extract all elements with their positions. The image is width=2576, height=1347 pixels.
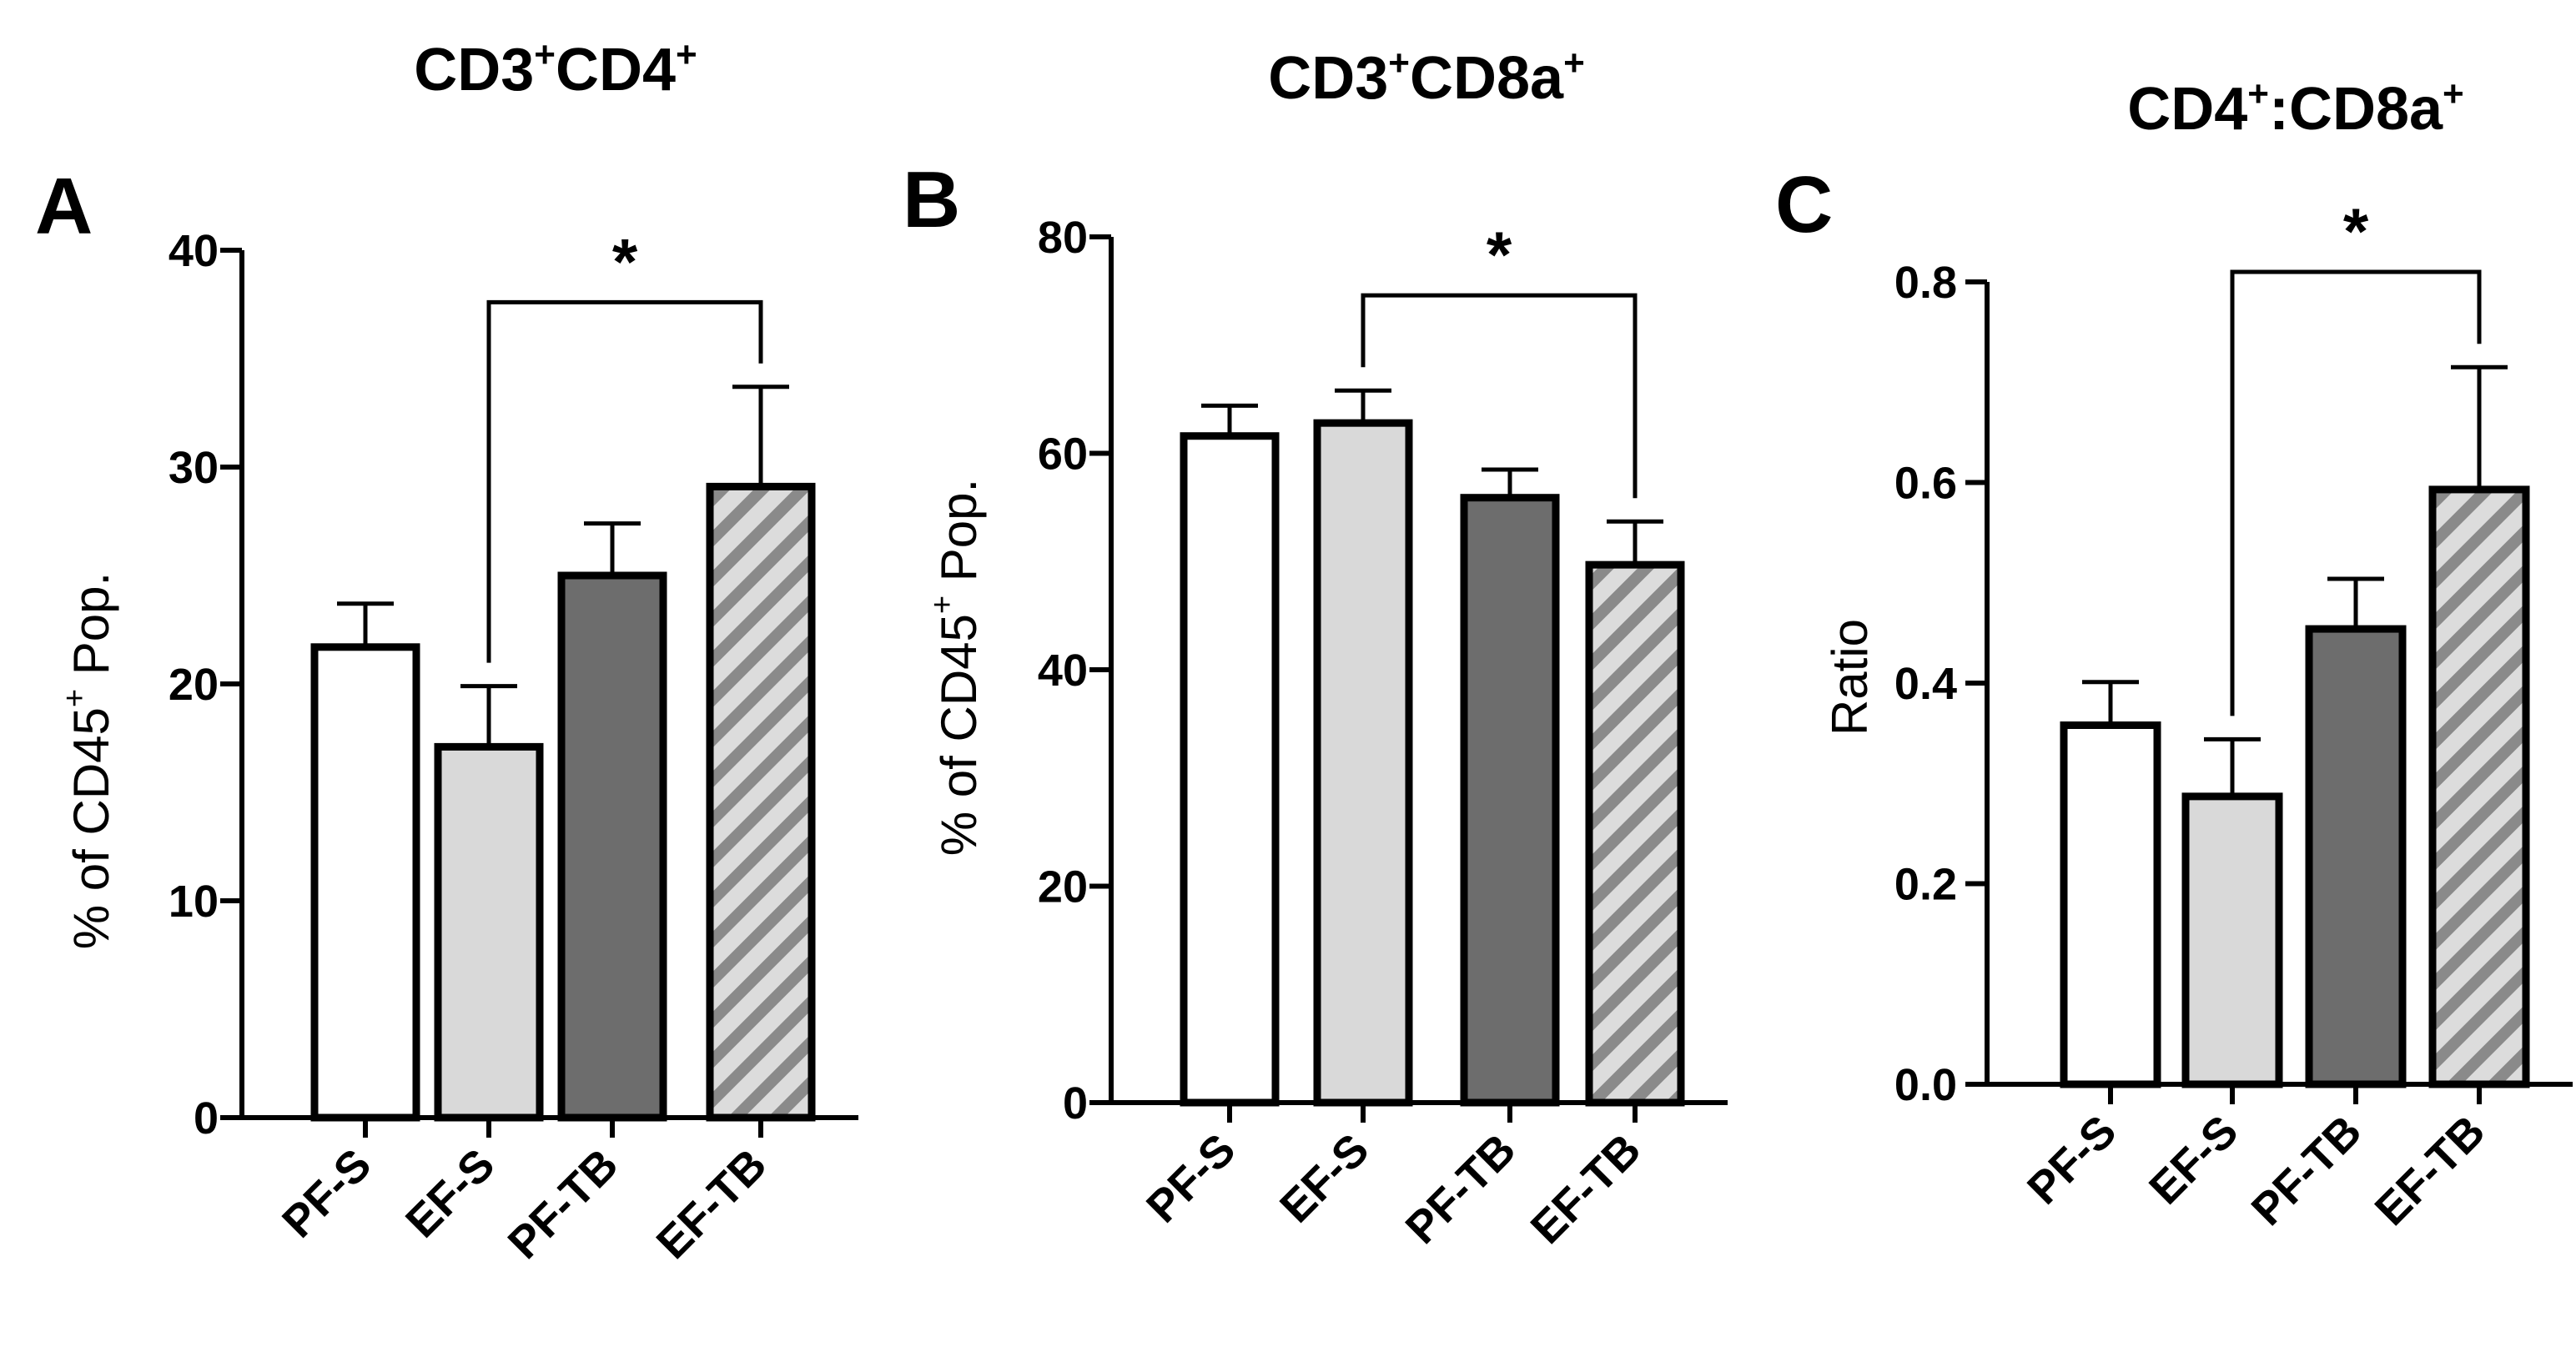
- panel-title: CD3+CD8a+: [1268, 43, 1585, 112]
- y-axis-label-part-1: +: [58, 689, 93, 707]
- significance-star: *: [612, 224, 638, 298]
- panel-title-part-2: CD4: [556, 37, 676, 103]
- bar-pf-s: [1180, 432, 1280, 1107]
- bar-ef-tb: [1585, 560, 1685, 1107]
- bar-ef-s: [1313, 419, 1413, 1107]
- panel-title-part-2: CD8a: [1410, 45, 1564, 112]
- panel-title-part-3: +: [2443, 73, 2464, 114]
- y-tick-label: 0.2: [1894, 860, 1957, 910]
- y-tick-label: 0.0: [1894, 1060, 1957, 1110]
- x-category-label: PF-S: [2018, 1106, 2126, 1214]
- bar-ef-s: [2181, 792, 2283, 1088]
- panel-title-part-0: CD4: [2127, 76, 2247, 143]
- y-tick-label: 0: [1063, 1078, 1088, 1128]
- panel-title-part-2: :CD8a: [2269, 76, 2443, 143]
- panel-title-part-1: +: [534, 34, 556, 75]
- panel-letter: A: [35, 162, 93, 251]
- x-category-label: EF-TB: [1522, 1124, 1651, 1254]
- panel-title: CD4+:CD8a+: [2127, 73, 2464, 143]
- x-category-label: EF-S: [1270, 1124, 1378, 1232]
- y-tick-label: 0.8: [1894, 258, 1957, 308]
- y-axis-label: Ratio: [1822, 619, 1878, 736]
- y-tick-label: 0.6: [1894, 459, 1957, 509]
- y-tick-label: 10: [169, 877, 219, 927]
- significance-star: *: [1487, 218, 1512, 291]
- significance-bracket: [1361, 293, 1638, 499]
- bar-ef-tb: [706, 482, 816, 1122]
- y-tick-label: 80: [1038, 213, 1088, 263]
- y-axis-label: % of CD45+ Pop.: [58, 572, 119, 949]
- y-axis-label-part-0: Ratio: [1822, 619, 1878, 736]
- y-tick-label: 0.4: [1894, 659, 1957, 709]
- bar-pf-tb: [1460, 494, 1560, 1107]
- y-tick-label: 20: [1038, 862, 1088, 912]
- y-tick-label: 60: [1038, 430, 1088, 480]
- panel-title: CD3+CD4+: [414, 34, 697, 103]
- y-tick-label: 40: [169, 226, 219, 276]
- y-axis-label-part-0: % of CD45: [63, 707, 119, 949]
- y-axis-label-part-2: Pop.: [931, 479, 987, 596]
- x-category-label: EF-TB: [647, 1139, 777, 1269]
- panel-title-part-1: +: [2247, 73, 2269, 114]
- y-axis-label: % of CD45+ Pop.: [925, 479, 987, 856]
- y-axis-label-part-0: % of CD45: [931, 614, 987, 856]
- panel-title-part-0: CD3: [1268, 45, 1388, 112]
- panel-letter: C: [1775, 160, 1833, 249]
- bar-pf-s: [2060, 721, 2161, 1088]
- x-category-label: EF-S: [2140, 1106, 2247, 1214]
- bar-ef-s: [434, 742, 544, 1122]
- x-category-label: PF-TB: [499, 1139, 628, 1269]
- x-category-label: EF-TB: [2366, 1106, 2495, 1235]
- y-tick-label: 30: [169, 443, 219, 493]
- panel-title-part-0: CD3: [414, 37, 534, 103]
- y-tick-label: 20: [169, 660, 219, 710]
- significance-bracket: [486, 299, 763, 663]
- bar-ef-tb: [2428, 485, 2530, 1088]
- bar-pf-tb: [2305, 625, 2407, 1088]
- panel-title-part-3: +: [676, 34, 697, 75]
- panel-title-part-1: +: [1388, 43, 1410, 83]
- x-category-label: PF-S: [1137, 1124, 1245, 1232]
- significance-star: *: [2343, 194, 2369, 268]
- bar-pf-s: [310, 643, 420, 1122]
- panel-letter: B: [903, 155, 960, 244]
- significance-bracket: [2230, 269, 2482, 716]
- bar-pf-tb: [557, 571, 667, 1122]
- y-tick-label: 40: [1038, 646, 1088, 696]
- y-axis-label-part-2: Pop.: [63, 572, 119, 689]
- y-axis-label-part-1: +: [925, 596, 960, 614]
- y-tick-label: 0: [194, 1093, 219, 1143]
- panel-title-part-3: +: [1563, 43, 1585, 83]
- x-category-label: PF-TB: [2242, 1106, 2372, 1235]
- x-category-label: PF-S: [273, 1139, 380, 1247]
- x-category-label: PF-TB: [1396, 1124, 1526, 1254]
- x-category-label: EF-S: [396, 1139, 504, 1247]
